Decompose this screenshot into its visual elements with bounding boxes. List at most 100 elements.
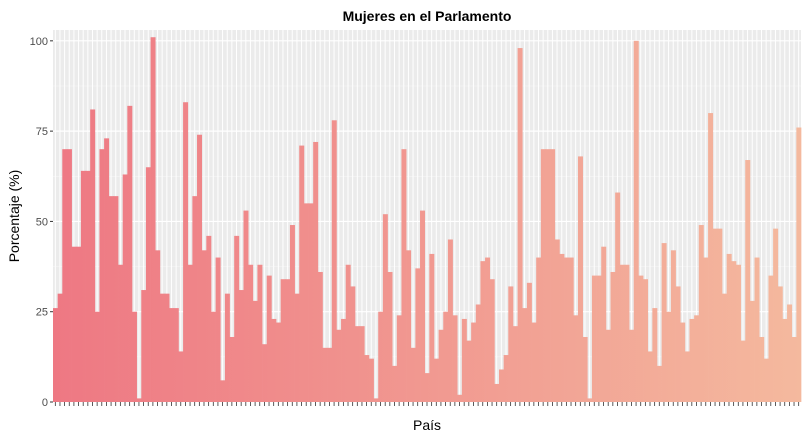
bar — [327, 347, 333, 402]
bar — [368, 358, 374, 402]
bar — [76, 246, 82, 402]
bar — [271, 318, 277, 402]
bar — [113, 196, 119, 402]
bar — [643, 279, 649, 402]
bar — [341, 318, 347, 402]
bar — [248, 264, 254, 402]
bar — [461, 318, 467, 402]
bar — [53, 308, 58, 402]
bar — [243, 210, 249, 402]
bar — [229, 336, 235, 402]
bar — [131, 311, 137, 402]
bar — [99, 149, 105, 402]
bar — [392, 365, 398, 402]
bar — [159, 293, 165, 402]
y-tick-label: 0 — [42, 397, 48, 409]
bar — [331, 120, 337, 402]
bar — [508, 286, 514, 402]
bar — [364, 355, 370, 402]
bar — [359, 326, 365, 402]
bar — [164, 293, 170, 402]
bar — [763, 358, 769, 402]
bar — [429, 253, 435, 402]
bar — [531, 322, 537, 402]
bar — [252, 300, 258, 402]
bar — [66, 149, 72, 402]
bar — [62, 149, 68, 402]
bar — [554, 239, 560, 402]
bar — [215, 257, 221, 402]
bar — [656, 365, 662, 402]
chart-title: Mujeres en el Parlamento — [343, 8, 512, 24]
bar — [378, 311, 384, 402]
bar — [285, 279, 291, 402]
bar — [127, 105, 133, 402]
bar — [401, 149, 407, 402]
bar — [735, 264, 741, 402]
bar — [666, 311, 672, 402]
bar — [108, 196, 114, 402]
bar — [317, 271, 323, 402]
bar — [155, 250, 161, 402]
bar — [122, 174, 128, 402]
bar — [210, 311, 216, 402]
bar — [777, 286, 783, 402]
bar — [675, 286, 681, 402]
bar — [220, 380, 226, 402]
bar — [443, 311, 449, 402]
bar — [169, 308, 175, 402]
bar — [289, 225, 295, 402]
bar — [605, 329, 611, 402]
bar — [638, 275, 644, 402]
bar — [420, 210, 426, 402]
bar — [647, 351, 653, 402]
bar — [299, 145, 305, 402]
bar — [726, 253, 732, 402]
bar — [433, 358, 439, 402]
bar — [670, 250, 676, 402]
bar — [85, 170, 91, 402]
bar — [517, 48, 523, 402]
bar — [503, 355, 509, 402]
bar — [573, 315, 579, 402]
bar — [773, 228, 779, 402]
bar — [280, 279, 286, 402]
bar — [582, 336, 588, 402]
bar — [485, 257, 491, 402]
bar — [796, 127, 802, 403]
bar — [587, 398, 593, 402]
bar — [183, 102, 189, 403]
bar — [624, 264, 630, 402]
bar — [759, 336, 765, 402]
bar — [71, 246, 77, 402]
bar — [262, 344, 268, 402]
bar — [471, 322, 477, 402]
bar — [387, 271, 393, 402]
bar — [689, 318, 695, 402]
bar — [684, 351, 690, 402]
bar — [457, 394, 463, 402]
bar — [396, 315, 402, 402]
bar — [257, 264, 263, 402]
bar — [406, 250, 412, 402]
bar — [234, 235, 240, 402]
bar — [698, 225, 704, 402]
bar — [424, 373, 430, 402]
bar — [591, 275, 597, 402]
bar — [694, 315, 700, 402]
bar — [559, 253, 565, 402]
y-axis-title: Porcentaje (%) — [6, 170, 22, 263]
bar — [104, 138, 110, 402]
bar — [118, 264, 124, 402]
bar — [266, 275, 272, 402]
bar — [754, 257, 760, 402]
bar — [447, 239, 453, 402]
bar — [703, 257, 709, 402]
bar — [652, 308, 658, 402]
bar — [768, 275, 774, 402]
bar — [633, 40, 639, 402]
bar — [201, 250, 207, 402]
bar — [192, 196, 198, 402]
bar — [303, 203, 309, 402]
